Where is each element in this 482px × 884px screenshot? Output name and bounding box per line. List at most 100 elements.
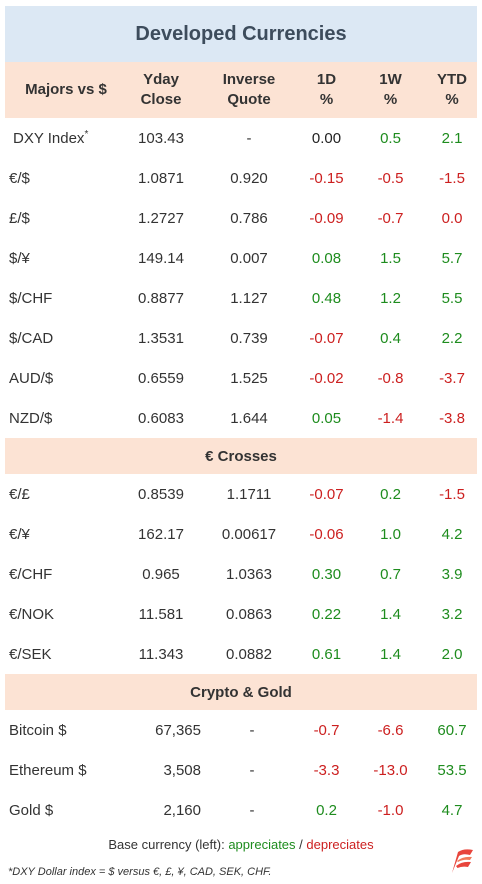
cell-1w-text: -0.8 (377, 369, 404, 387)
cell-1d: 0.30 (299, 566, 354, 583)
header-close: Yday Close (123, 70, 199, 110)
table-row: €/CHF 0.965 1.0363 0.30 0.7 3.9 (5, 554, 477, 594)
cell-pair: €/£ (5, 486, 123, 503)
cell-ytd-text: 4.7 (441, 801, 463, 819)
cell-pair: AUD/$ (5, 370, 123, 387)
cell-1w: 1.0 (354, 526, 427, 543)
legend-depreciates: depreciates (306, 837, 374, 852)
legend-note: Base currency (left): appreciates / depr… (5, 834, 477, 856)
cell-ytd-text: 3.9 (441, 565, 463, 583)
cell-close-text: 3,508 (163, 761, 201, 779)
cell-pair: $/¥ (5, 250, 123, 267)
header-ytd-line2: % (445, 91, 459, 108)
cell-close: 11.581 (123, 606, 199, 623)
cell-1w-text: -13.0 (373, 761, 408, 779)
cell-inverse-text: 0.920 (230, 169, 268, 187)
cell-1w-text: 0.5 (380, 129, 401, 147)
cell-1d: -0.15 (299, 170, 354, 187)
cell-inverse: 1.0363 (199, 566, 299, 583)
cell-1w-text: -1.4 (377, 409, 404, 427)
cell-inverse-text: 1.525 (230, 369, 268, 387)
header-ytd-line1: YTD (437, 71, 467, 88)
cell-ytd: 0.0 (427, 210, 477, 227)
cell-1d-text: 0.08 (311, 249, 342, 267)
cell-pair-text: €/SEK (9, 645, 52, 663)
cell-pair: €/¥ (5, 526, 123, 543)
cell-1w: 0.4 (354, 330, 427, 347)
cell-ytd: -1.5 (427, 170, 477, 187)
cell-close-text: 1.0871 (138, 169, 184, 187)
cell-1d: -0.07 (299, 486, 354, 503)
cell-close: 0.8877 (123, 290, 199, 307)
cell-pair: €/NOK (5, 606, 123, 623)
table-row: Gold $ 2,160 - 0.2 -1.0 4.7 (5, 790, 477, 830)
legend-appreciates: appreciates (228, 837, 296, 852)
crosses-section-title: € Crosses (5, 438, 477, 474)
cell-pair-text: NZD/$ (9, 409, 53, 427)
cell-ytd: -1.5 (427, 486, 477, 503)
cell-1w-text: 1.4 (380, 605, 401, 623)
cell-ytd-text: 2.0 (441, 645, 463, 663)
cell-1d: -0.07 (299, 330, 354, 347)
cell-ytd: 2.1 (427, 130, 477, 147)
cell-1d-text: 0.61 (311, 645, 342, 663)
cell-pair-text: £/$ (9, 209, 30, 227)
cell-close: 1.3531 (123, 330, 199, 347)
cell-close-text: 0.6083 (138, 409, 184, 427)
header-inverse: Inverse Quote (199, 70, 299, 110)
table-row: €/SEK 11.343 0.0882 0.61 1.4 2.0 (5, 634, 477, 674)
cell-1w-text: 0.2 (380, 485, 401, 503)
cell-close-text: 1.2727 (138, 209, 184, 227)
cell-inverse: 1.1711 (199, 486, 299, 503)
cell-inverse: 1.127 (199, 290, 299, 307)
cell-1w-text: 0.7 (380, 565, 401, 583)
cell-close-text: 11.343 (138, 645, 184, 663)
cell-close-text: 162.17 (138, 525, 184, 543)
cell-ytd-text: -3.7 (439, 369, 465, 387)
cell-pair-text: $/CHF (9, 289, 53, 307)
cell-ytd: 4.7 (427, 802, 477, 819)
cell-ytd: 60.7 (427, 722, 477, 739)
cell-inverse-text: 1.644 (230, 409, 268, 427)
cell-close: 149.14 (123, 250, 199, 267)
cell-close-text: 103.43 (138, 129, 184, 147)
header-close-line1: Yday (143, 71, 179, 88)
cell-close: 2,160 (125, 802, 205, 819)
cell-close-text: 0.965 (142, 565, 180, 583)
cell-close-text: 0.8877 (138, 289, 184, 307)
cell-1d-text: -3.3 (313, 761, 340, 779)
cell-inverse: 0.007 (199, 250, 299, 267)
cell-pair-text: AUD/$ (9, 369, 54, 387)
cell-1w: -0.8 (354, 370, 427, 387)
cell-inverse: 0.786 (199, 210, 299, 227)
cell-ytd: 4.2 (427, 526, 477, 543)
table-row: €/$ 1.0871 0.920 -0.15 -0.5 -1.5 (5, 158, 477, 198)
cell-close: 0.6559 (123, 370, 199, 387)
cell-1w-text: -6.6 (377, 721, 404, 739)
cell-1d: -0.09 (299, 210, 354, 227)
cell-pair: £/$ (5, 210, 123, 227)
cell-inverse-text: 1.127 (230, 289, 268, 307)
cell-ytd-text: -3.8 (439, 409, 465, 427)
cell-inverse-text: 0.786 (230, 209, 268, 227)
cell-pair: €/$ (5, 170, 123, 187)
table-row: AUD/$ 0.6559 1.525 -0.02 -0.8 -3.7 (5, 358, 477, 398)
cell-close-text: 0.6559 (138, 369, 184, 387)
cell-pair: Bitcoin $ (5, 722, 125, 739)
table-row: Ethereum $ 3,508 - -3.3 -13.0 53.5 (5, 750, 477, 790)
crypto-section-title: Crypto & Gold (5, 674, 477, 710)
cell-close: 0.965 (123, 566, 199, 583)
cell-close: 67,365 (125, 722, 205, 739)
cell-inverse: 0.920 (199, 170, 299, 187)
cell-pair: Gold $ (5, 802, 125, 819)
cell-close-text: 2,160 (163, 801, 201, 819)
cell-pair: €/SEK (5, 646, 123, 663)
cell-1w-text: -0.7 (377, 209, 404, 227)
cell-1w-text: 1.4 (380, 645, 401, 663)
table-row: €/¥ 162.17 0.00617 -0.06 1.0 4.2 (5, 514, 477, 554)
cell-inverse-text: - (249, 761, 255, 779)
footnote-marker: * (84, 129, 89, 140)
cell-inverse-text: - (246, 129, 252, 147)
crypto-section: Bitcoin $ 67,365 - -0.7 -6.6 60.7 Ethereum $ 3,… (5, 710, 477, 830)
header-ytd: YTD% (427, 70, 477, 110)
